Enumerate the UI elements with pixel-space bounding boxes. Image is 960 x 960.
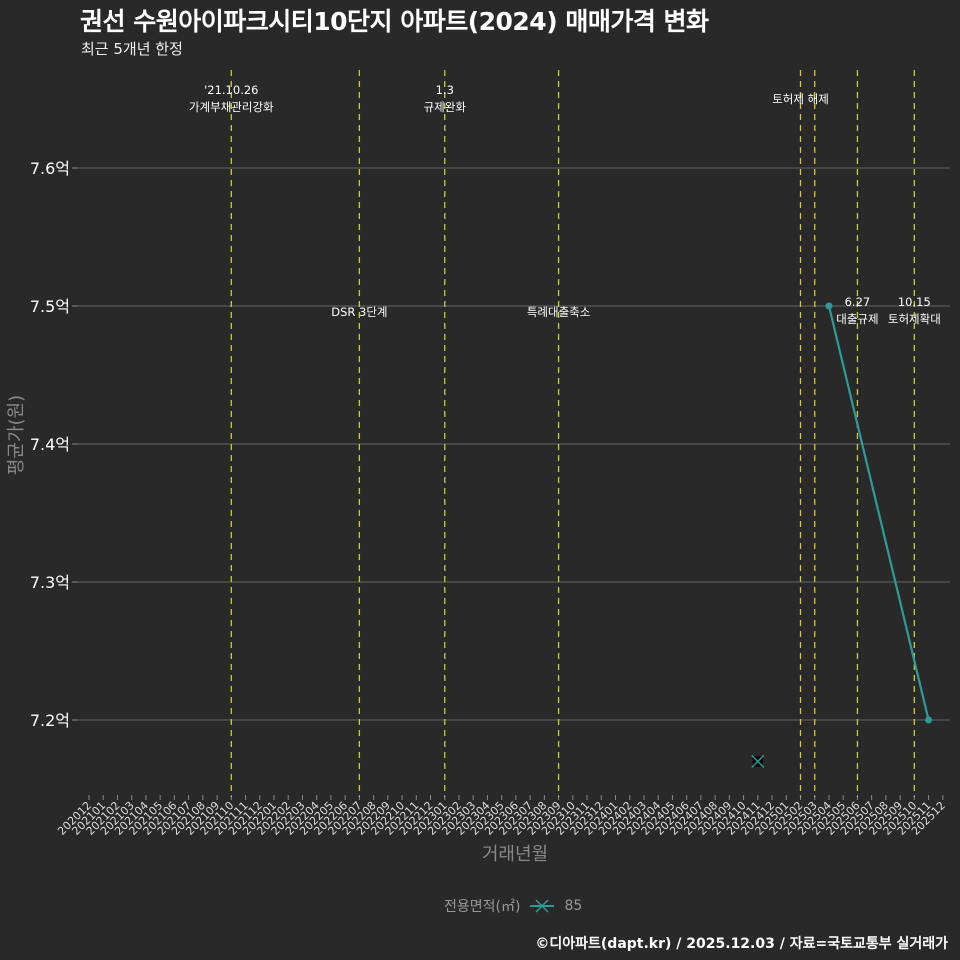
- event-label: 1.3: [436, 83, 454, 97]
- data-series: [751, 302, 933, 768]
- chart-title: 권선 수원아이파크시티10단지 아파트(2024) 매매가격 변화: [80, 7, 709, 36]
- legend-title: 전용면적(㎡): [444, 899, 521, 915]
- data-point: [825, 302, 833, 310]
- data-point: [925, 716, 933, 724]
- x-axis: 2020122021012021022021032021042021052021…: [55, 795, 948, 838]
- event-label: 특례대출축소: [527, 305, 590, 319]
- grid-lines: [78, 167, 950, 721]
- chart-subtitle: 최근 5개년 한정: [81, 40, 183, 58]
- event-label: '21.10.26: [204, 83, 258, 97]
- legend-item-85: 85: [564, 898, 583, 914]
- event-label: 토허제확대: [888, 312, 941, 326]
- y-axis-label: 평균가(원): [6, 395, 27, 475]
- x-axis-label: 거래년월: [482, 844, 548, 865]
- y-tick-label: 7.3억: [30, 573, 70, 592]
- x-marker-icon: [530, 899, 555, 913]
- event-label: 가계부채관리강화: [189, 100, 274, 114]
- event-label: 대출규제: [836, 312, 878, 326]
- event-label: 토허제 해제: [772, 92, 829, 106]
- source-caption: ©디아파트(dapt.kr) / 2025.12.03 / 자료=국토교통부 실…: [535, 936, 948, 952]
- legend: 전용면적(㎡) 85: [444, 896, 582, 916]
- y-tick-label: 7.2억: [30, 711, 70, 730]
- event-label: 10.15: [898, 295, 931, 309]
- event-label: DSR 3단계: [331, 305, 387, 319]
- y-tick-label: 7.4억: [30, 435, 70, 454]
- event-label: 6.27: [845, 295, 871, 309]
- y-tick-label: 7.6억: [30, 159, 70, 178]
- y-axis: 7.2억 7.3억 7.4억 7.5억 7.6억: [30, 159, 78, 730]
- event-label: 규제완화: [424, 100, 467, 114]
- y-tick-label: 7.5억: [30, 297, 70, 316]
